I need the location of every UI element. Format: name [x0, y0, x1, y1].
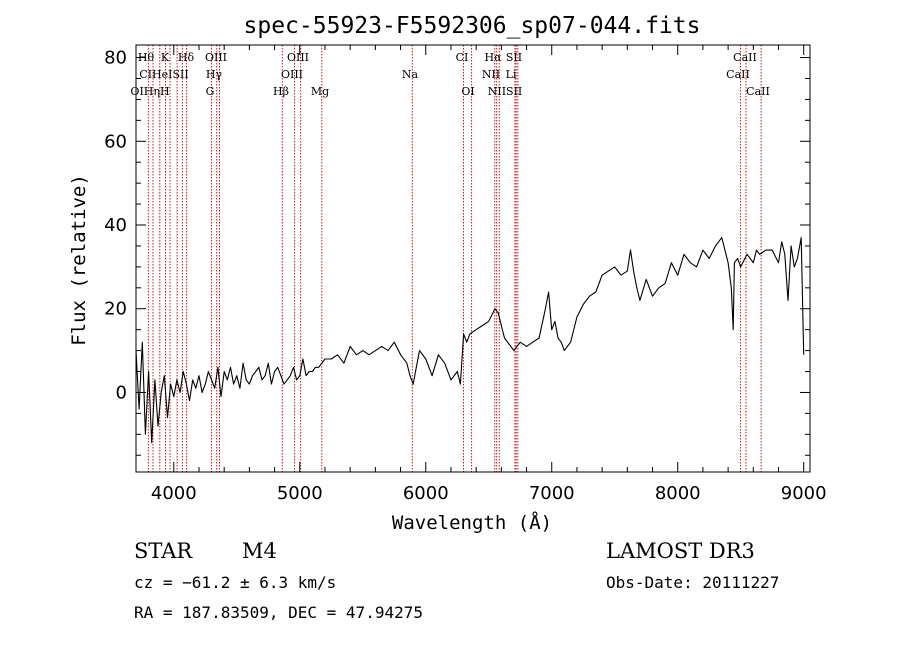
x-tick-label: 5000	[277, 483, 323, 504]
y-tick-label: 60	[104, 131, 127, 152]
spectral-line-labels: Hθ K Hδ OIII OIII CI Hα SII CaII CIHeISII Hγ OIII Na…	[130, 51, 769, 98]
spectral-line-label: Hα	[484, 51, 502, 64]
spectral-lines-layer	[147, 45, 762, 472]
spectral-line-label: OIII	[205, 51, 227, 64]
x-axis-label: Wavelength (Å)	[392, 511, 552, 534]
spectral-line-label: NIISII	[488, 85, 523, 98]
coordinates-text: RA = 187.83509, DEC = 47.94275	[134, 603, 423, 622]
spectral-line-label: Li	[506, 68, 517, 81]
spectral-line-label: Hθ	[138, 51, 155, 64]
velocity-text: cz = −61.2 ± 6.3 km/s	[134, 573, 337, 592]
plot-frame	[135, 44, 811, 473]
series-layer	[135, 237, 805, 444]
x-tick-label: 6000	[403, 483, 449, 504]
spectral-line-label: Hγ	[206, 68, 223, 81]
spectral-line-label: SII	[506, 51, 522, 64]
object-subclass: M4	[242, 539, 277, 563]
spectral-line-label: NII	[482, 68, 500, 81]
x-tick-label: 8000	[655, 483, 701, 504]
spectral-line-label: CIHeISII	[139, 68, 188, 81]
chart-title: spec-55923-F5592306_sp07-044.fits	[244, 13, 701, 39]
spectral-line-label: Hδ	[178, 51, 195, 64]
y-tick-label: 80	[104, 48, 127, 69]
x-tick-label: 4000	[151, 483, 197, 504]
spectral-line-label: Na	[402, 68, 419, 81]
spectral-line-label: Hβ	[273, 85, 289, 98]
x-tick-label: 9000	[781, 483, 827, 504]
spectral-line-label: OI	[461, 85, 474, 98]
y-tick-label: 40	[104, 215, 127, 236]
spectral-line-label: CaII	[726, 68, 750, 81]
axes: 4000 5000 6000 7000 8000 9000 0 20 40 60 80	[104, 44, 827, 504]
y-tick-label: 0	[116, 382, 127, 403]
spectral-line-label: CI	[456, 51, 469, 64]
spectral-line-label: OIII	[287, 51, 309, 64]
spectral-line-label: OIII	[281, 68, 303, 81]
spectral-line-label: CaII	[733, 51, 757, 64]
survey-name: LAMOST DR3	[606, 539, 755, 563]
spectral-line-label: K	[161, 51, 170, 64]
y-tick-label: 20	[104, 299, 127, 320]
spectral-line-label: CaII	[746, 85, 770, 98]
spectrum-flux-line	[135, 237, 805, 444]
object-type: STAR	[134, 539, 193, 563]
x-tick-label: 7000	[529, 483, 575, 504]
obs-date-text: Obs-Date: 20111227	[606, 573, 780, 592]
spectral-line-label: Mg	[311, 85, 329, 98]
spectral-line-label: G	[206, 85, 215, 98]
spectral-line-label: OIHηH	[130, 85, 169, 98]
y-axis-label: Flux (relative)	[68, 174, 90, 346]
